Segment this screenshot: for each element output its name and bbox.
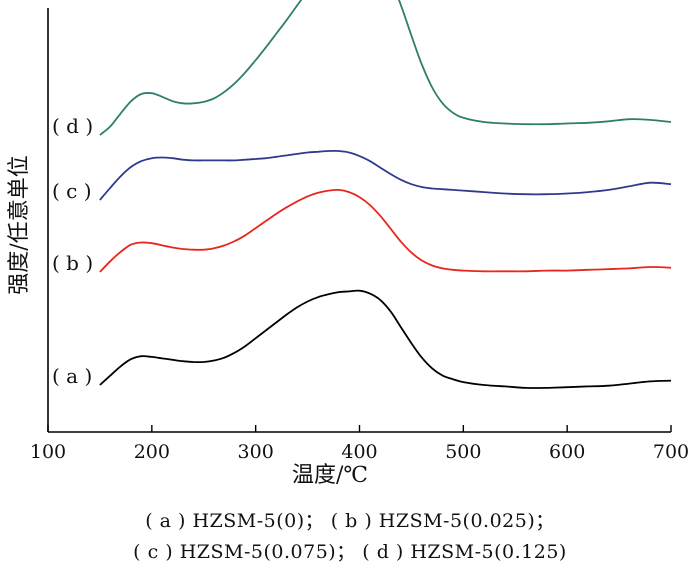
x-axis-label: 温度/℃ — [292, 463, 368, 488]
caption-line-1: ( a ) HZSM-5(0)； ( b ) HZSM-5(0.025)； — [145, 510, 555, 532]
series-label-1: ( a ) — [52, 364, 92, 388]
axes: 100 200 300 400 500 600 700 — [30, 8, 689, 463]
series-line-3 — [99, 149, 672, 201]
x-tick-label: 600 — [549, 441, 585, 463]
series-label-3: ( c ) — [52, 179, 92, 203]
y-axis-label: 强度/任意单位 — [7, 155, 32, 294]
x-tick-label: 700 — [653, 441, 689, 463]
x-tick-label: 400 — [341, 441, 377, 463]
series-line-2 — [99, 188, 672, 273]
series-labels: ( a ) ( b ) ( c ) ( d ) — [52, 114, 93, 388]
caption-line-2: ( c ) HZSM-5(0.075)； ( d ) HZSM-5(0.125) — [133, 541, 567, 563]
series-label-4: ( d ) — [52, 114, 93, 138]
series-line-1 — [99, 289, 672, 389]
x-tick-label: 100 — [30, 441, 66, 463]
series-label-2: ( b ) — [52, 251, 93, 275]
series-group — [99, 0, 672, 389]
series-line-4 — [99, 0, 672, 136]
x-tick-label: 200 — [134, 441, 170, 463]
x-tick-label: 300 — [238, 441, 274, 463]
x-tick-label: 500 — [445, 441, 481, 463]
